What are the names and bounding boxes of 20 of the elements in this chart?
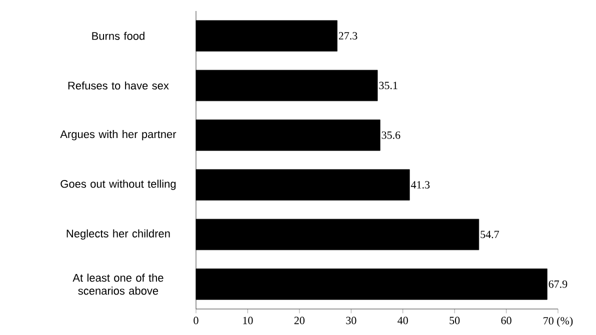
- y-tick-label: Goes out without telling: [60, 180, 176, 190]
- data-label: 67.9: [548, 280, 568, 288]
- x-tick-label: 70 (%): [544, 316, 573, 327]
- x-tick-label: 50: [450, 316, 460, 324]
- data-label: 35.1: [379, 82, 398, 90]
- y-tick-label: Refuses to have sex: [68, 81, 169, 90]
- x-tick-label: 0: [194, 316, 198, 324]
- data-label: 27.3: [338, 32, 358, 40]
- y-tick-label: At least one of the scenarios above: [72, 274, 164, 295]
- x-tick-label: 40: [398, 316, 408, 324]
- x-tick-label: 10: [243, 316, 253, 324]
- y-tick-label: Burns food: [92, 32, 144, 40]
- data-label: 35.6: [382, 131, 400, 139]
- y-tick-label: Argues with her partner: [60, 130, 176, 140]
- x-tick-label: 30: [346, 316, 356, 324]
- x-tick-label: 20: [294, 316, 305, 324]
- data-label: 41.3: [411, 181, 430, 189]
- y-tick-label: Neglects her children: [66, 229, 170, 240]
- x-tick-label: 60: [501, 316, 512, 324]
- data-label: 54.7: [480, 230, 500, 238]
